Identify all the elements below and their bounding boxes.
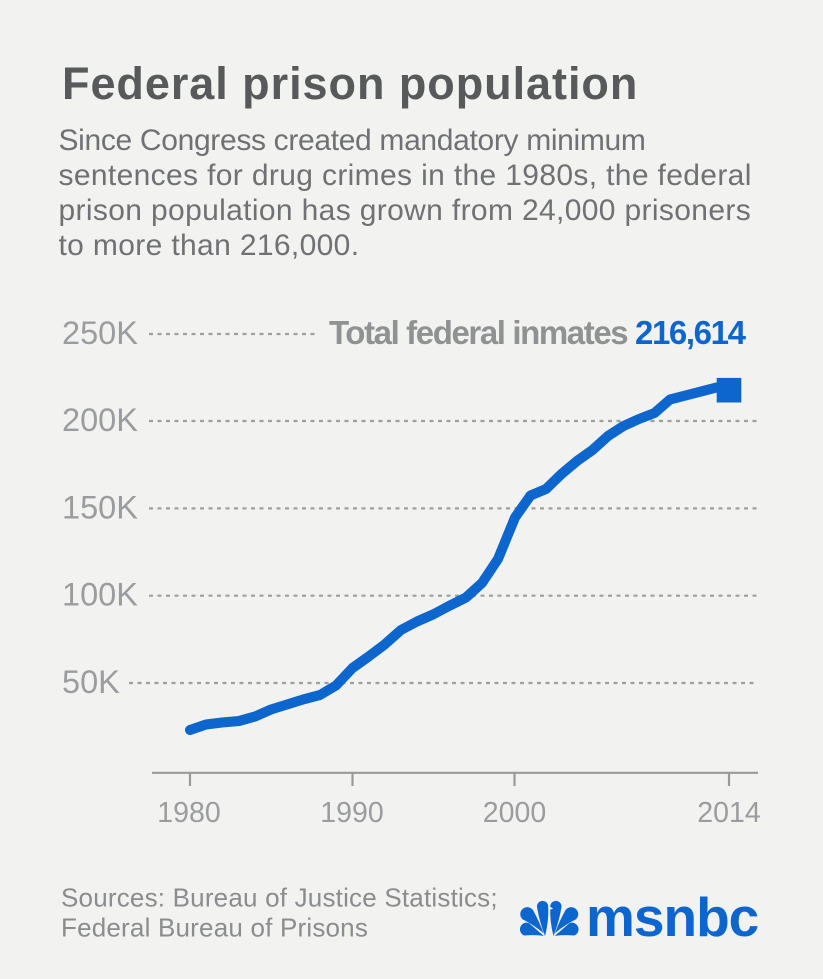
svg-text:to more than 216,000.: to more than 216,000. bbox=[59, 229, 360, 262]
svg-text:2014: 2014 bbox=[697, 797, 761, 829]
svg-text:200K: 200K bbox=[62, 402, 138, 438]
svg-text:150K: 150K bbox=[62, 489, 138, 525]
svg-text:2000: 2000 bbox=[483, 797, 546, 829]
svg-text:50K: 50K bbox=[62, 664, 120, 700]
svg-text:Federal prison population: Federal prison population bbox=[62, 58, 638, 109]
svg-text:Since Congress created mandato: Since Congress created mandatory minimum bbox=[59, 124, 646, 157]
svg-text:250K: 250K bbox=[62, 315, 138, 351]
svg-text:Federal Bureau of Prisons: Federal Bureau of Prisons bbox=[61, 913, 368, 943]
svg-text:msnbc: msnbc bbox=[586, 886, 758, 948]
svg-text:Total federal inmates 216,614: Total federal inmates 216,614 bbox=[329, 314, 747, 351]
svg-text:sentences for drug crimes in t: sentences for drug crimes in the 1980s, … bbox=[59, 159, 752, 192]
svg-text:prison population has grown fr: prison population has grown from 24,000 … bbox=[59, 194, 752, 227]
svg-text:Sources: Bureau of Justice Sta: Sources: Bureau of Justice Statistics; bbox=[61, 883, 498, 913]
svg-text:1980: 1980 bbox=[157, 797, 220, 829]
svg-text:100K: 100K bbox=[62, 577, 138, 613]
svg-text:1990: 1990 bbox=[320, 797, 383, 829]
